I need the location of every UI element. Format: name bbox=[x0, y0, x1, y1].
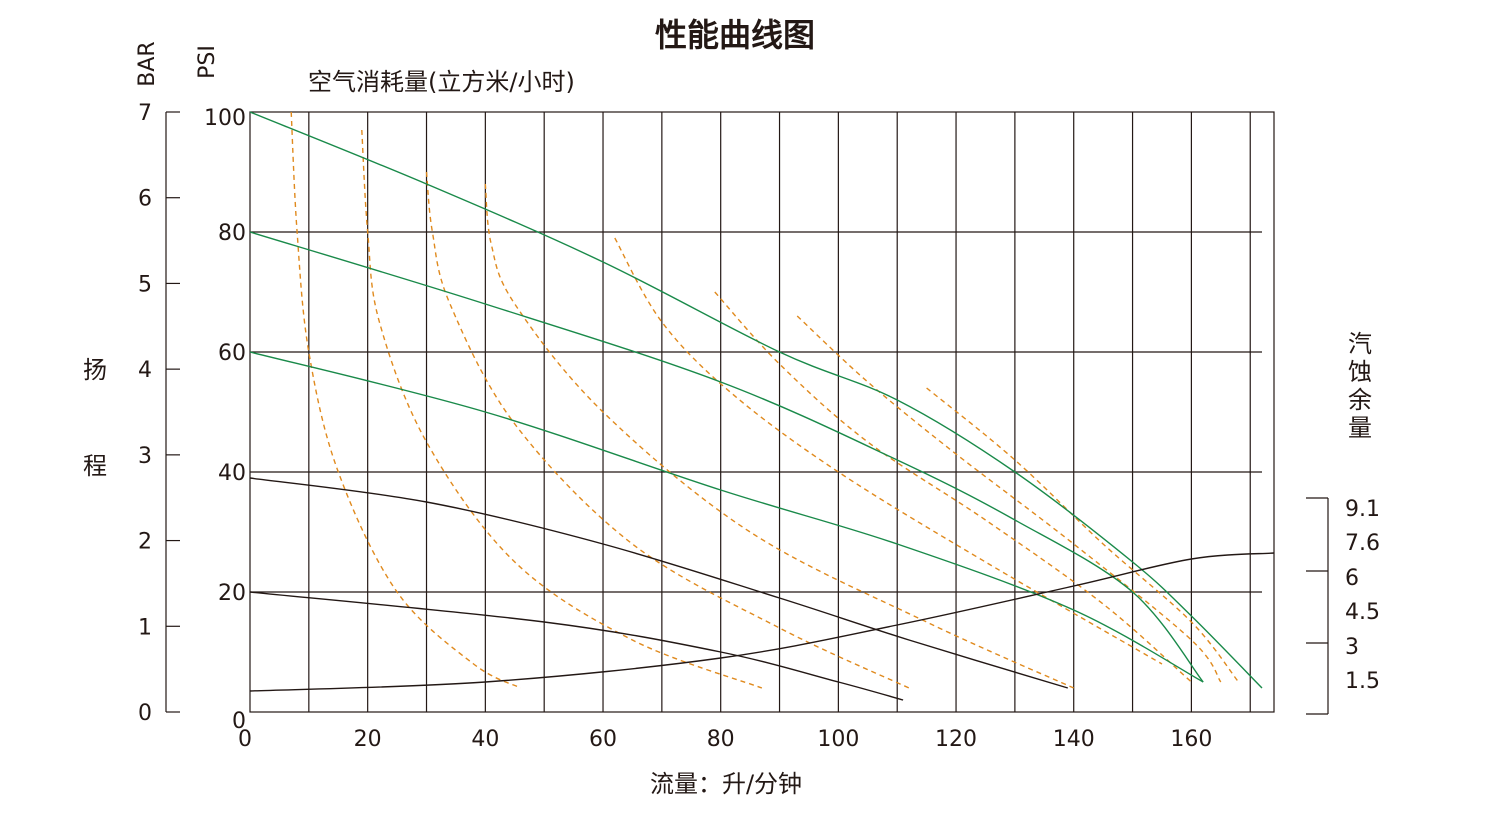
head-curve-3 bbox=[249, 351, 1204, 683]
chart-title: 性能曲线图 bbox=[655, 16, 815, 54]
head-curve-4 bbox=[249, 477, 1069, 689]
psi-tick-label: 60 bbox=[218, 341, 246, 366]
air-consumption-curve-6 bbox=[714, 291, 1192, 683]
npsh-tick-label: 9.1 bbox=[1345, 497, 1380, 522]
x-tick-label: 0 bbox=[238, 727, 252, 752]
x-tick-label: 160 bbox=[1170, 727, 1212, 752]
npsh-label-3: 余 bbox=[1348, 386, 1372, 414]
x-tick-label: 20 bbox=[354, 727, 382, 752]
head-label-1: 扬 bbox=[83, 356, 107, 384]
x-tick-label: 140 bbox=[1053, 727, 1095, 752]
head-curve-2 bbox=[249, 231, 1204, 683]
air-consumption-label: 空气消耗量(立方米/小时) bbox=[308, 68, 575, 96]
npsh-tick-label: 3 bbox=[1345, 635, 1359, 660]
bar-unit-label: BAR bbox=[135, 41, 160, 86]
bar-tick-label: 1 bbox=[138, 615, 152, 640]
x-axis-label: 流量：升/分钟 bbox=[650, 770, 802, 798]
psi-unit-label: PSI bbox=[195, 45, 220, 79]
npsh-label-2: 蚀 bbox=[1348, 358, 1372, 386]
npsh-tick-label: 4.5 bbox=[1345, 600, 1380, 625]
head-curve-1 bbox=[249, 111, 1263, 689]
npsh-tick-label: 1.5 bbox=[1345, 669, 1380, 694]
psi-tick-label: 20 bbox=[218, 581, 246, 606]
air-consumption-curve-7 bbox=[796, 315, 1222, 683]
x-tick-label: 120 bbox=[935, 727, 977, 752]
air-consumption-curve-4 bbox=[484, 183, 1074, 689]
x-tick-label: 100 bbox=[817, 727, 859, 752]
air-consumption-curve-2 bbox=[361, 129, 763, 689]
plot-frame bbox=[249, 111, 1275, 713]
bar-tick-label: 3 bbox=[138, 444, 152, 469]
npsh-label-1: 汽 bbox=[1348, 330, 1372, 358]
x-tick-label: 60 bbox=[589, 727, 617, 752]
head-label-2: 程 bbox=[83, 452, 107, 480]
bar-tick-label: 7 bbox=[138, 101, 152, 126]
air-consumption-curve-5 bbox=[614, 237, 1163, 665]
psi-tick-label: 0 bbox=[232, 709, 246, 734]
bar-tick-label: 4 bbox=[138, 358, 152, 383]
head-curve-5 bbox=[249, 591, 904, 701]
air-consumption-curve-3 bbox=[425, 171, 910, 689]
bar-tick-label: 0 bbox=[138, 701, 152, 726]
npsh-tick-label: 6 bbox=[1345, 566, 1359, 591]
air-consumption-curve-8 bbox=[926, 387, 1240, 683]
psi-tick-label: 40 bbox=[218, 461, 246, 486]
bar-tick-label: 5 bbox=[138, 272, 152, 297]
npsh-curve bbox=[249, 552, 1274, 692]
npsh-label-4: 量 bbox=[1348, 414, 1372, 442]
psi-tick-label: 80 bbox=[218, 221, 246, 246]
air-consumption-curve-1 bbox=[290, 111, 522, 689]
bar-tick-label: 2 bbox=[138, 530, 152, 555]
npsh-tick-label: 7.6 bbox=[1345, 531, 1380, 556]
x-tick-label: 80 bbox=[707, 727, 735, 752]
bar-tick-label: 6 bbox=[138, 187, 152, 212]
psi-tick-label: 100 bbox=[204, 106, 246, 131]
x-tick-label: 40 bbox=[471, 727, 499, 752]
